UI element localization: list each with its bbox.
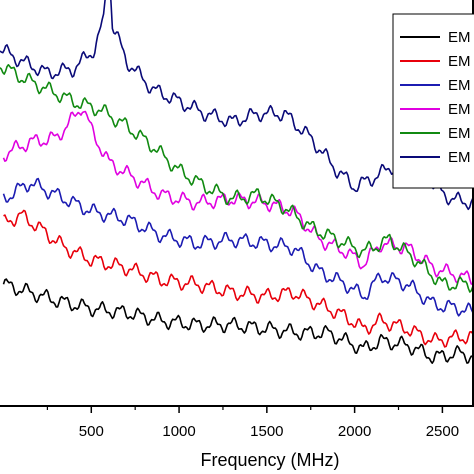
series-line-5: [0, 64, 474, 293]
series-line-2: [3, 209, 474, 348]
series-layer: [0, 0, 474, 364]
x-tick-label: 1500: [250, 423, 283, 440]
x-axis-title: Frequency (MHz): [200, 450, 339, 470]
x-tick-label: 2000: [338, 423, 371, 440]
legend-label: EM: [448, 125, 471, 142]
legend-label: EM: [448, 149, 471, 166]
legend-label: EM: [448, 101, 471, 118]
x-tick-label: 1000: [162, 423, 195, 440]
series-line-1: [2, 278, 474, 364]
legend-label: EM: [448, 77, 471, 94]
series-line-3: [2, 177, 474, 317]
x-axis-ticks: 500 1000 1500 2000 2500: [46, 406, 459, 440]
x-tick-label: 500: [79, 423, 104, 440]
legend-label: EM: [448, 29, 471, 46]
legend-box: [392, 13, 474, 189]
legend-label: EM: [448, 53, 471, 70]
legend: EM EM EM EM EM EM: [392, 13, 474, 189]
x-tick-label: 2500: [426, 423, 459, 440]
